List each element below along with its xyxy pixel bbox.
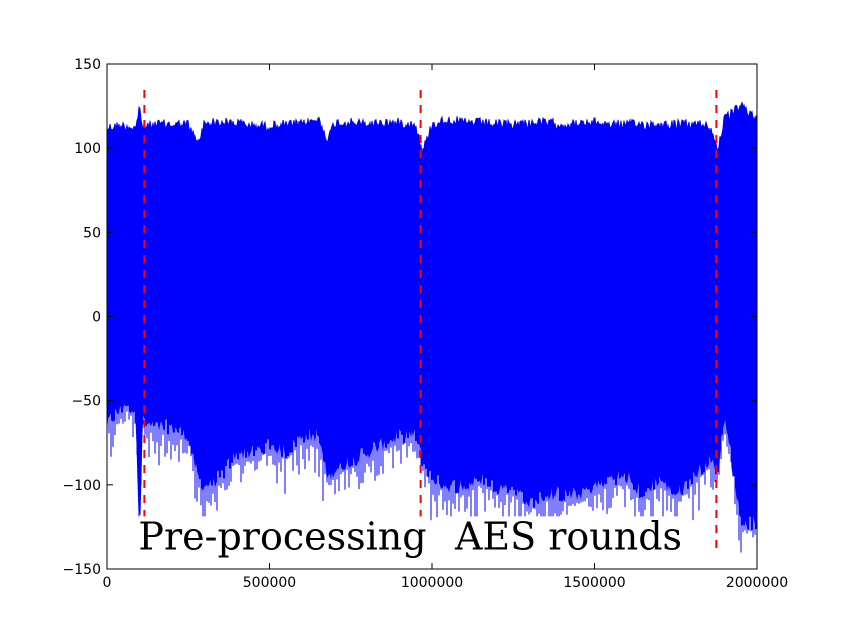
y-tick-label: −50 <box>71 394 101 410</box>
series-layer <box>107 102 757 559</box>
x-tick-label: 500000 <box>243 575 296 591</box>
y-tick-label: 0 <box>92 310 101 326</box>
x-tick-label: 1000000 <box>401 575 463 591</box>
annotation-label: Pre-processing <box>138 514 426 558</box>
y-tick-label: −150 <box>63 562 101 578</box>
y-tick-label: 50 <box>83 225 101 241</box>
x-tick-label: 1500000 <box>563 575 625 591</box>
annotation-label: AES rounds <box>454 514 682 558</box>
annotation-background <box>134 516 431 557</box>
x-tick-label: 0 <box>103 575 112 591</box>
tick-layer: 0 500000 1000000 1500000 2000000 150 100 50 0 −50… <box>63 57 789 591</box>
vline-layer <box>143 90 718 553</box>
y-tick-label: −100 <box>63 478 101 494</box>
x-tick-label: 2000000 <box>726 575 788 591</box>
y-tick-label: 100 <box>74 141 101 157</box>
annotation-layer: Pre-processing AES rounds <box>134 514 687 558</box>
y-tick-label: 150 <box>74 57 101 73</box>
signal-spikes <box>107 362 757 559</box>
annotation-background <box>449 516 687 557</box>
